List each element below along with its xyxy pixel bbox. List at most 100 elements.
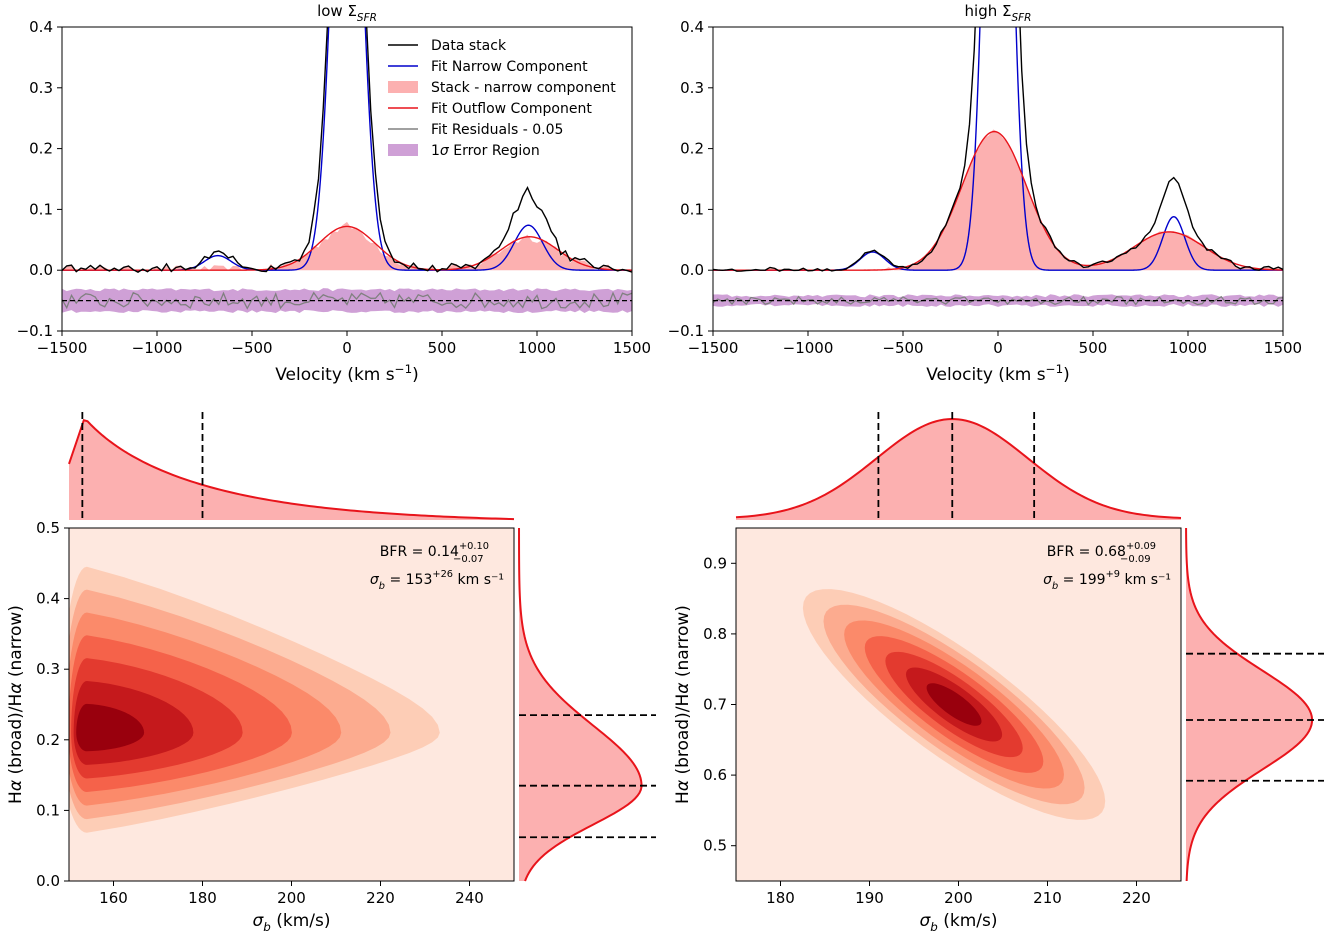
x-tick-label: −1500 bbox=[37, 339, 88, 357]
x-tick-label: −1000 bbox=[783, 339, 834, 357]
bfr-annotation: BFR = 0.68+0.09 bbox=[1047, 541, 1156, 560]
text-part: +0.10 bbox=[459, 541, 489, 552]
residual-line bbox=[62, 291, 632, 310]
text-part: BFR = 0.68 bbox=[1047, 544, 1126, 560]
data-stack-line bbox=[713, 27, 1283, 272]
y-tick-label: 0.1 bbox=[680, 200, 704, 218]
text-part: σ bbox=[370, 572, 380, 588]
bfr-subscript: −0.07 bbox=[453, 554, 484, 565]
text-part: ) bbox=[1063, 365, 1070, 385]
x-tick-label: 500 bbox=[1079, 339, 1108, 357]
y-tick-label: 0.9 bbox=[703, 554, 727, 572]
panel-title: high ΣSFR bbox=[965, 2, 1032, 24]
right-marginal-fill bbox=[519, 528, 642, 881]
kde-contour-level bbox=[76, 703, 145, 752]
text-part: H bbox=[6, 791, 26, 804]
text-part: σ bbox=[919, 911, 931, 931]
x-tick-label: 0 bbox=[993, 339, 1003, 357]
x-tick-label: −500 bbox=[882, 339, 923, 357]
text-part: Error Region bbox=[449, 143, 540, 159]
y-tick-label: 0.2 bbox=[680, 140, 704, 158]
y-tick-label: 0.5 bbox=[703, 837, 727, 855]
y-tick-label: −0.1 bbox=[17, 322, 53, 340]
y-tick-label: 0.4 bbox=[680, 18, 704, 36]
x-tick-label: 200 bbox=[277, 889, 306, 907]
stack-minus-narrow-fill bbox=[62, 221, 632, 271]
text-part: −1 bbox=[1046, 362, 1064, 376]
right-marginal-fill bbox=[1186, 528, 1313, 881]
legend-label: Fit Narrow Component bbox=[431, 59, 588, 75]
text-part: ) bbox=[412, 365, 419, 385]
x-tick-label: 1500 bbox=[613, 339, 651, 357]
legend-swatch bbox=[388, 144, 418, 156]
text-part: +9 bbox=[1106, 569, 1120, 580]
x-tick-label: −1000 bbox=[132, 339, 183, 357]
x-tick-label: 1000 bbox=[1169, 339, 1207, 357]
y-tick-label: 0.6 bbox=[703, 766, 727, 784]
x-tick-label: 0 bbox=[342, 339, 352, 357]
text-part: Velocity (km s bbox=[275, 365, 395, 385]
x-tick-label: 190 bbox=[855, 889, 884, 907]
text-part: b bbox=[263, 920, 271, 934]
text-part: α bbox=[6, 683, 26, 694]
text-part: (narrow) bbox=[673, 605, 693, 682]
x-tick-label: 1000 bbox=[518, 339, 556, 357]
data-stack-line bbox=[62, 27, 632, 273]
text-part: σ bbox=[440, 143, 450, 159]
text-part: (narrow) bbox=[6, 605, 26, 682]
text-part: (km/s) bbox=[271, 911, 331, 931]
text-part: +26 bbox=[432, 569, 453, 580]
text-part: high Σ bbox=[965, 2, 1012, 20]
panel-title: low ΣSFR bbox=[317, 2, 377, 24]
x-tick-label: 1500 bbox=[1264, 339, 1302, 357]
x-tick-label: 160 bbox=[99, 889, 128, 907]
x-axis-label: σb (km/s) bbox=[252, 911, 330, 934]
right-marginal-line bbox=[518, 527, 643, 882]
legend: Data stack Fit Narrow Component Stack - na… bbox=[388, 38, 616, 159]
text-part: (broad)/H bbox=[673, 694, 693, 780]
y-tick-label: 0.4 bbox=[36, 590, 60, 608]
y-tick-label: 0.1 bbox=[29, 200, 53, 218]
y-tick-label: 0.1 bbox=[36, 801, 60, 819]
text-part: b bbox=[1052, 581, 1058, 592]
x-tick-label: −500 bbox=[231, 339, 272, 357]
x-tick-label: 240 bbox=[455, 889, 484, 907]
y-tick-label: 0.3 bbox=[680, 79, 704, 97]
x-axis-label: Velocity (km s−1) bbox=[926, 362, 1070, 385]
text-part: SFR bbox=[1011, 12, 1031, 24]
sigma-annotation: σb = 153+26 km s⁻¹ bbox=[370, 569, 504, 592]
text-part: km s⁻¹ bbox=[453, 572, 504, 588]
outflow-fit-line bbox=[62, 225, 632, 271]
legend-swatch bbox=[388, 81, 418, 93]
text-part: σ bbox=[1043, 572, 1053, 588]
sigma-annotation: σb = 199+9 km s⁻¹ bbox=[1043, 569, 1171, 592]
plot-area-top-right bbox=[713, 27, 1283, 307]
y-tick-label: 0.8 bbox=[703, 625, 727, 643]
text-part: α bbox=[673, 780, 693, 791]
y-tick-label: 0.4 bbox=[29, 18, 53, 36]
text-part: b bbox=[379, 581, 385, 592]
stack-minus-narrow-fill bbox=[713, 129, 1283, 271]
y-tick-label: 0.2 bbox=[29, 140, 53, 158]
top-marginal-line bbox=[68, 418, 515, 521]
text-part: low Σ bbox=[317, 2, 357, 20]
x-tick-label: 220 bbox=[1122, 889, 1151, 907]
x-tick-label: 220 bbox=[366, 889, 395, 907]
x-axis-label: Velocity (km s−1) bbox=[275, 362, 419, 385]
y-tick-label: 0.0 bbox=[36, 872, 60, 890]
x-tick-label: 500 bbox=[428, 339, 457, 357]
right-marginal-line bbox=[1185, 527, 1314, 882]
y-tick-label: 0.5 bbox=[36, 519, 60, 537]
text-part: +0.09 bbox=[1126, 541, 1156, 552]
text-part: BFR = 0.14 bbox=[380, 544, 459, 560]
y-tick-label: 0.0 bbox=[29, 261, 53, 279]
y-axis-label: Hα (broad)/Hα (narrow) bbox=[673, 605, 693, 804]
plot-area-top-left bbox=[62, 27, 632, 314]
x-tick-label: −1500 bbox=[688, 339, 739, 357]
x-axis-label: σb (km/s) bbox=[919, 911, 997, 934]
text-part: σ bbox=[252, 911, 264, 931]
top-marginal-fill bbox=[69, 420, 514, 520]
y-tick-label: 0.2 bbox=[36, 731, 60, 749]
bfr-annotation: BFR = 0.14+0.10 bbox=[380, 541, 489, 560]
